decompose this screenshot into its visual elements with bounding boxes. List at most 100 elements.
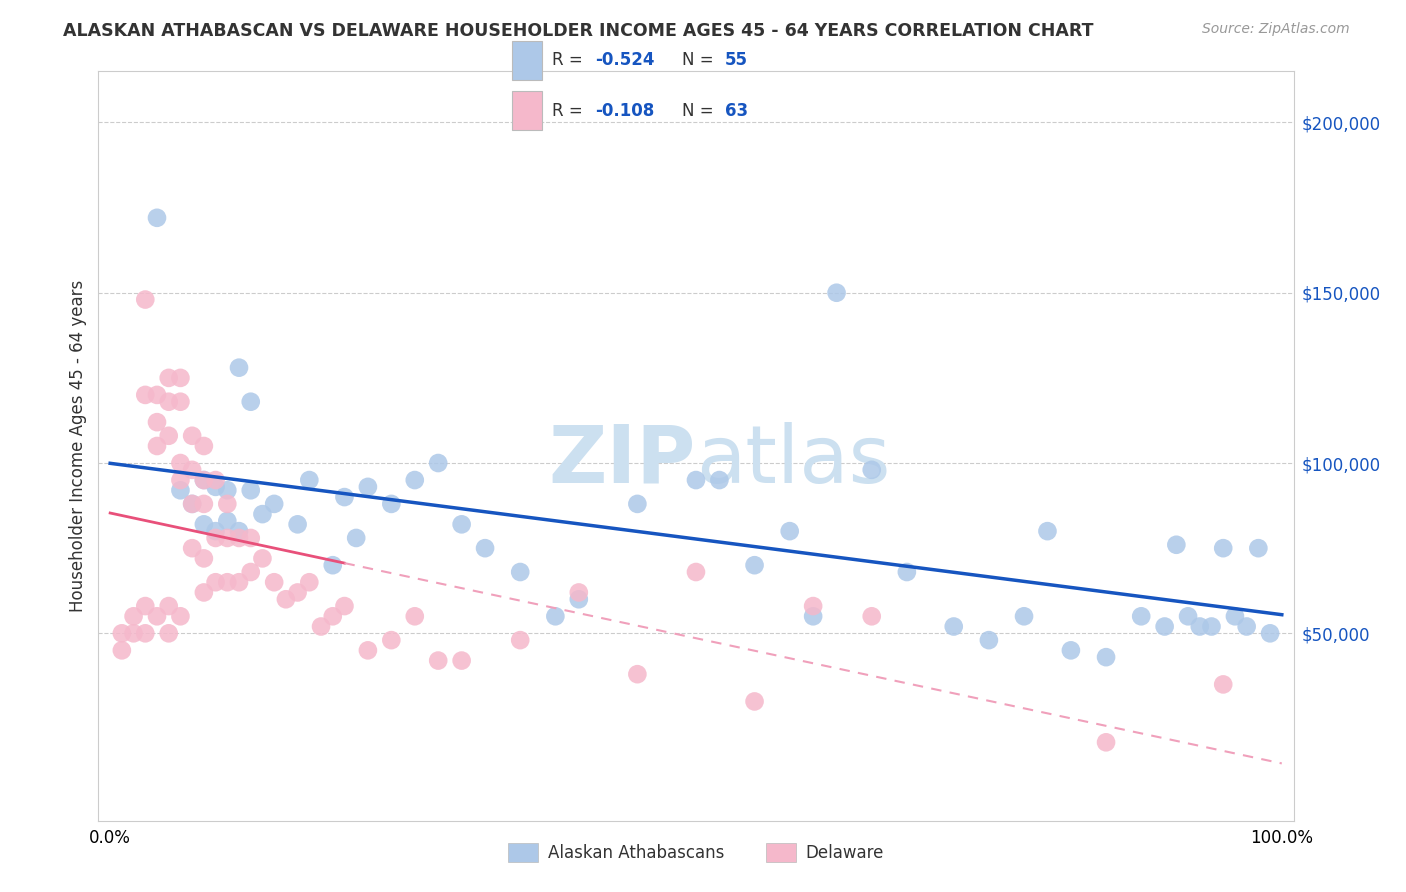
Point: [544, 609, 567, 624]
Point: [193, 585, 215, 599]
Point: [380, 497, 402, 511]
Point: [181, 497, 204, 511]
Point: [977, 633, 1000, 648]
Point: [474, 541, 496, 556]
Point: [357, 480, 380, 494]
Point: [942, 619, 965, 633]
Point: [450, 517, 472, 532]
Point: [169, 483, 191, 498]
Point: [322, 558, 344, 573]
Point: [322, 609, 344, 624]
Point: [252, 507, 274, 521]
Point: [1012, 609, 1035, 624]
Point: [1130, 609, 1153, 624]
Point: [122, 626, 145, 640]
Point: [239, 565, 262, 579]
Point: [685, 473, 707, 487]
Point: [193, 473, 215, 487]
Point: [298, 575, 321, 590]
Point: [169, 609, 191, 624]
Point: [169, 371, 191, 385]
Point: [193, 551, 215, 566]
Point: [1095, 735, 1118, 749]
Point: [709, 473, 731, 487]
Point: [239, 531, 262, 545]
Y-axis label: Householder Income Ages 45 - 64 years: Householder Income Ages 45 - 64 years: [69, 280, 87, 612]
Point: [217, 497, 239, 511]
Point: [228, 524, 250, 538]
Point: [860, 463, 883, 477]
Point: [404, 609, 426, 624]
Point: [111, 626, 134, 640]
Point: [860, 609, 883, 624]
Bar: [512, 91, 543, 130]
Point: [134, 388, 156, 402]
Point: [134, 599, 156, 613]
Point: [157, 599, 180, 613]
Point: [333, 490, 356, 504]
Point: [509, 565, 531, 579]
Point: [685, 565, 707, 579]
Point: [134, 626, 156, 640]
Point: [509, 633, 531, 648]
Point: [181, 497, 204, 511]
Point: [404, 473, 426, 487]
Point: [1060, 643, 1083, 657]
Point: [427, 456, 450, 470]
Point: [157, 429, 180, 443]
Point: [181, 429, 204, 443]
Point: [801, 609, 824, 624]
Point: [450, 654, 472, 668]
Point: [1223, 609, 1246, 624]
Point: [298, 473, 321, 487]
Point: [825, 285, 848, 300]
Point: [344, 531, 367, 545]
Point: [146, 211, 169, 225]
Point: [193, 473, 215, 487]
Point: [1177, 609, 1199, 624]
Text: R =: R =: [551, 52, 588, 70]
Point: [626, 497, 648, 511]
Text: -0.524: -0.524: [595, 52, 655, 70]
Point: [427, 654, 450, 668]
Point: [157, 371, 180, 385]
Point: [309, 619, 332, 633]
Point: [169, 473, 191, 487]
Point: [193, 517, 215, 532]
Point: [204, 575, 226, 590]
Point: [1095, 650, 1118, 665]
Point: [217, 575, 239, 590]
Point: [217, 531, 239, 545]
Text: -0.108: -0.108: [595, 102, 654, 120]
Point: [1036, 524, 1059, 538]
Text: ALASKAN ATHABASCAN VS DELAWARE HOUSEHOLDER INCOME AGES 45 - 64 YEARS CORRELATION: ALASKAN ATHABASCAN VS DELAWARE HOUSEHOLD…: [63, 22, 1094, 40]
Point: [146, 415, 169, 429]
Text: 55: 55: [725, 52, 748, 70]
Point: [157, 626, 180, 640]
Point: [1212, 541, 1234, 556]
Point: [568, 592, 591, 607]
Point: [1166, 538, 1188, 552]
Point: [134, 293, 156, 307]
Point: [1258, 626, 1281, 640]
Text: N =: N =: [682, 52, 718, 70]
Point: [1201, 619, 1223, 633]
Point: [228, 575, 250, 590]
Point: [252, 551, 274, 566]
Point: [274, 592, 297, 607]
Text: 63: 63: [725, 102, 748, 120]
Point: [204, 480, 226, 494]
Point: [111, 643, 134, 657]
Point: [1247, 541, 1270, 556]
Point: [204, 524, 226, 538]
Point: [146, 609, 169, 624]
Bar: [512, 41, 543, 79]
Point: [146, 439, 169, 453]
Point: [1188, 619, 1211, 633]
Point: [1236, 619, 1258, 633]
Point: [228, 531, 250, 545]
Point: [181, 463, 204, 477]
Point: [896, 565, 918, 579]
Point: [1153, 619, 1175, 633]
Text: R =: R =: [551, 102, 588, 120]
